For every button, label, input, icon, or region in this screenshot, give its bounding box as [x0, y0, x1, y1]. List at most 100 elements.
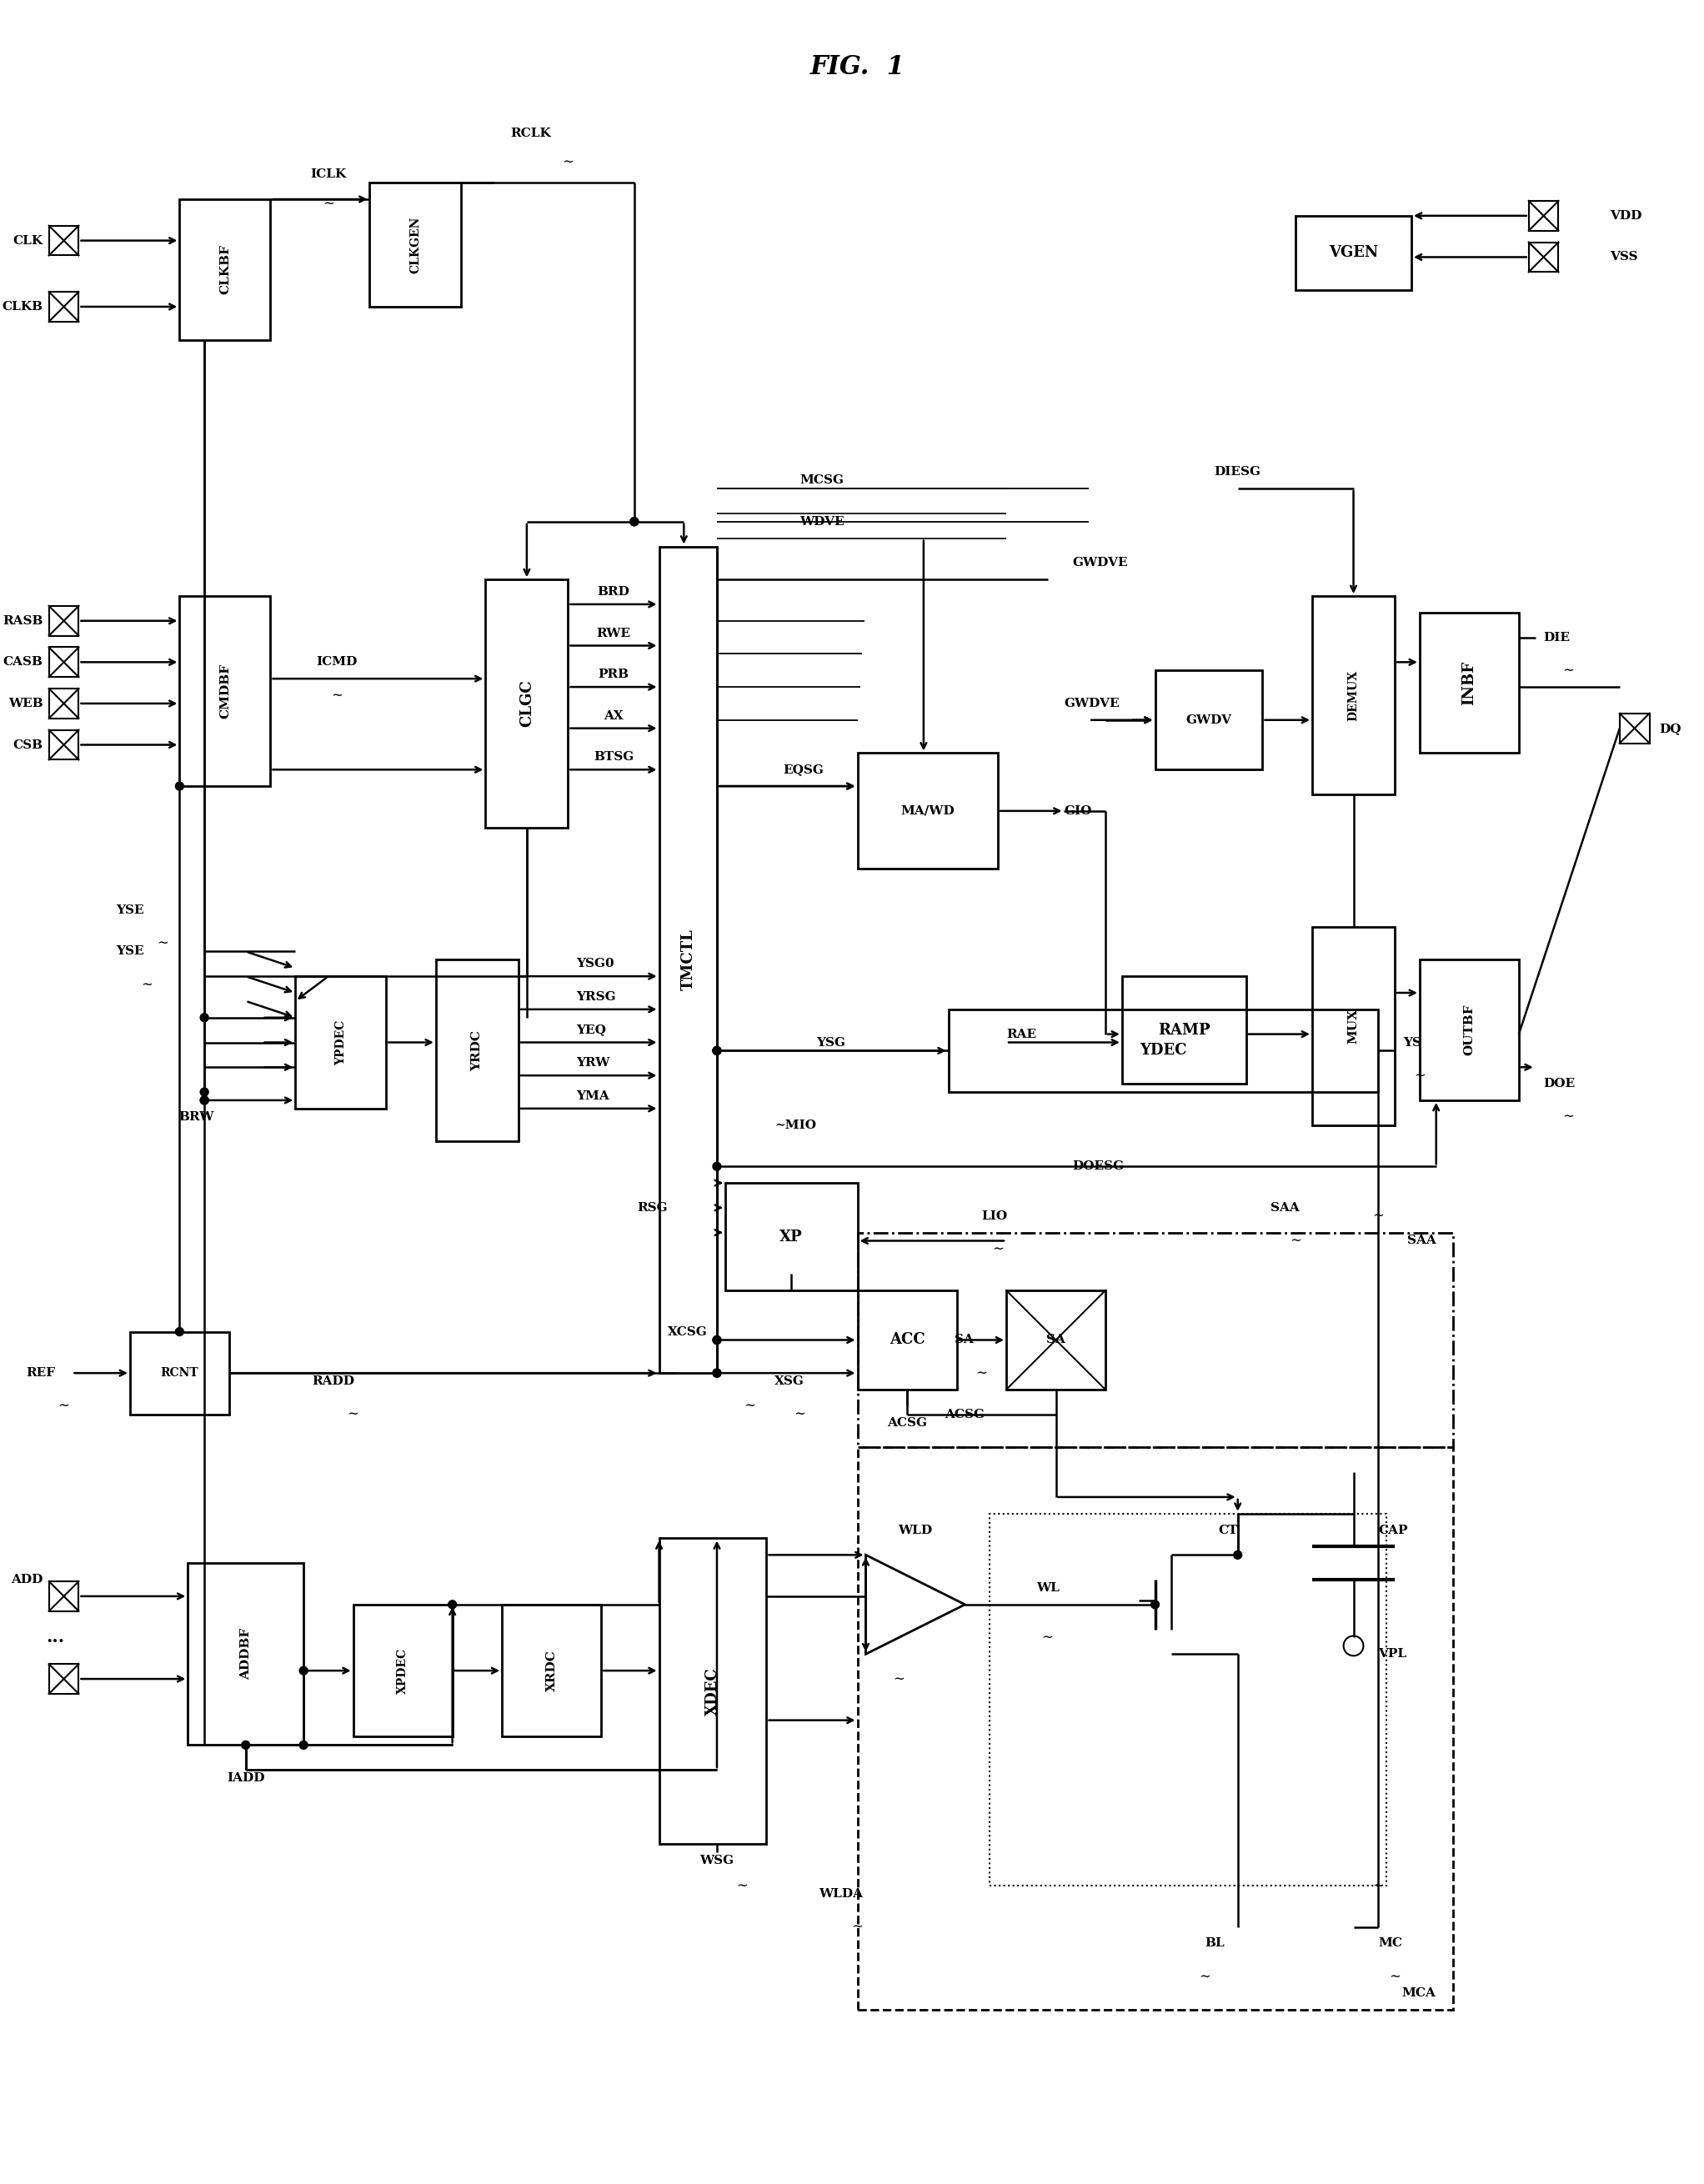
Bar — [990, 1514, 1387, 1885]
Text: ∼: ∼ — [736, 1878, 748, 1894]
Text: ∼: ∼ — [745, 1400, 757, 1413]
Bar — [436, 959, 518, 1142]
Text: VDD: VDD — [1610, 210, 1641, 221]
Bar — [1121, 976, 1246, 1083]
Circle shape — [176, 782, 184, 791]
Text: GWDVE: GWDVE — [1072, 557, 1128, 568]
Text: RCLK: RCLK — [509, 127, 550, 140]
Bar — [1528, 201, 1559, 232]
Circle shape — [176, 1328, 184, 1337]
Text: VSS: VSS — [1610, 251, 1638, 262]
Bar — [1621, 714, 1649, 743]
Text: DOE: DOE — [1544, 1079, 1576, 1090]
Bar — [659, 546, 717, 1374]
Text: MUX: MUX — [1348, 1009, 1360, 1044]
Text: RCNT: RCNT — [160, 1367, 199, 1378]
Text: MCA: MCA — [1402, 1987, 1436, 1998]
Text: WDVE: WDVE — [799, 515, 843, 529]
Text: CLK: CLK — [14, 234, 43, 247]
Text: GIO: GIO — [1063, 806, 1092, 817]
Text: ∼: ∼ — [1563, 1109, 1574, 1125]
Bar — [857, 753, 999, 869]
Text: VPL: VPL — [1379, 1649, 1408, 1660]
Text: IADD: IADD — [227, 1771, 264, 1784]
Text: AX: AX — [603, 710, 624, 721]
Bar — [1528, 242, 1559, 273]
Circle shape — [1150, 1601, 1159, 1610]
Text: ACSG: ACSG — [888, 1417, 927, 1428]
Text: SAA: SAA — [1408, 1234, 1436, 1247]
Text: RAMP: RAMP — [1159, 1022, 1210, 1037]
Text: PRB: PRB — [598, 668, 629, 681]
Text: VGEN: VGEN — [1329, 245, 1379, 260]
Text: BL: BL — [1205, 1937, 1225, 1950]
Bar — [1312, 596, 1396, 795]
Text: ACC: ACC — [889, 1332, 925, 1348]
Text: DOESG: DOESG — [1072, 1160, 1125, 1173]
Text: YSE: YSE — [116, 946, 143, 957]
Text: ∼: ∼ — [58, 1400, 70, 1413]
Text: INBF: INBF — [1462, 662, 1477, 705]
Bar — [949, 1009, 1379, 1092]
Bar — [49, 646, 78, 677]
Circle shape — [201, 1096, 208, 1105]
Text: MC: MC — [1379, 1937, 1402, 1950]
Text: XCSG: XCSG — [668, 1326, 707, 1337]
Bar — [857, 1448, 1454, 2009]
Text: BRW: BRW — [179, 1112, 213, 1123]
Text: ∼: ∼ — [1372, 1210, 1384, 1223]
Text: MA/WD: MA/WD — [901, 806, 954, 817]
Text: ACSG: ACSG — [946, 1409, 985, 1420]
Circle shape — [712, 1337, 721, 1343]
Text: ∼: ∼ — [794, 1406, 806, 1422]
Bar — [49, 729, 78, 760]
Circle shape — [201, 1013, 208, 1022]
Text: YMA: YMA — [576, 1090, 610, 1103]
Text: ∼: ∼ — [852, 1920, 864, 1935]
Bar — [49, 293, 78, 321]
Text: XDEC: XDEC — [705, 1666, 721, 1714]
Circle shape — [630, 518, 639, 526]
Text: RWE: RWE — [596, 627, 630, 640]
Text: WEB: WEB — [9, 697, 43, 710]
Text: YEQ: YEQ — [576, 1024, 607, 1035]
Circle shape — [712, 1369, 721, 1378]
Text: SA: SA — [1046, 1334, 1065, 1345]
Circle shape — [712, 1046, 721, 1055]
Text: ADD: ADD — [12, 1575, 43, 1586]
Bar — [179, 199, 271, 341]
Circle shape — [630, 518, 639, 526]
Text: LIO: LIO — [982, 1210, 1007, 1221]
Text: ∼: ∼ — [1200, 1970, 1210, 1983]
Text: RASB: RASB — [3, 616, 43, 627]
Text: YSG0: YSG0 — [576, 959, 615, 970]
Text: YS: YS — [1402, 1037, 1421, 1048]
Circle shape — [712, 1046, 721, 1055]
Text: CMDBF: CMDBF — [220, 664, 230, 719]
Bar — [49, 605, 78, 636]
Text: CLKB: CLKB — [2, 301, 43, 312]
Text: OUTBF: OUTBF — [1464, 1005, 1476, 1055]
Bar — [179, 596, 271, 786]
Text: YSG: YSG — [816, 1037, 845, 1048]
Text: BTSG: BTSG — [593, 751, 634, 762]
Text: CASB: CASB — [3, 657, 43, 668]
Text: WL: WL — [1036, 1581, 1060, 1594]
Bar — [187, 1564, 303, 1745]
Bar — [1419, 612, 1518, 753]
Bar — [1295, 216, 1411, 290]
Bar — [857, 1291, 956, 1389]
Text: CLKBF: CLKBF — [220, 245, 230, 295]
Text: ∼: ∼ — [1414, 1068, 1426, 1083]
Text: ∼: ∼ — [1563, 664, 1574, 677]
Text: WSG: WSG — [700, 1854, 734, 1867]
Text: XP: XP — [780, 1230, 803, 1245]
Text: XRDC: XRDC — [545, 1649, 557, 1690]
Text: DQ: DQ — [1660, 723, 1682, 734]
Text: ∼: ∼ — [322, 197, 334, 210]
Text: YRSG: YRSG — [576, 992, 617, 1002]
Text: BRD: BRD — [598, 585, 630, 598]
Bar — [726, 1184, 857, 1291]
Text: GWDV: GWDV — [1186, 714, 1232, 725]
Bar — [503, 1605, 602, 1736]
